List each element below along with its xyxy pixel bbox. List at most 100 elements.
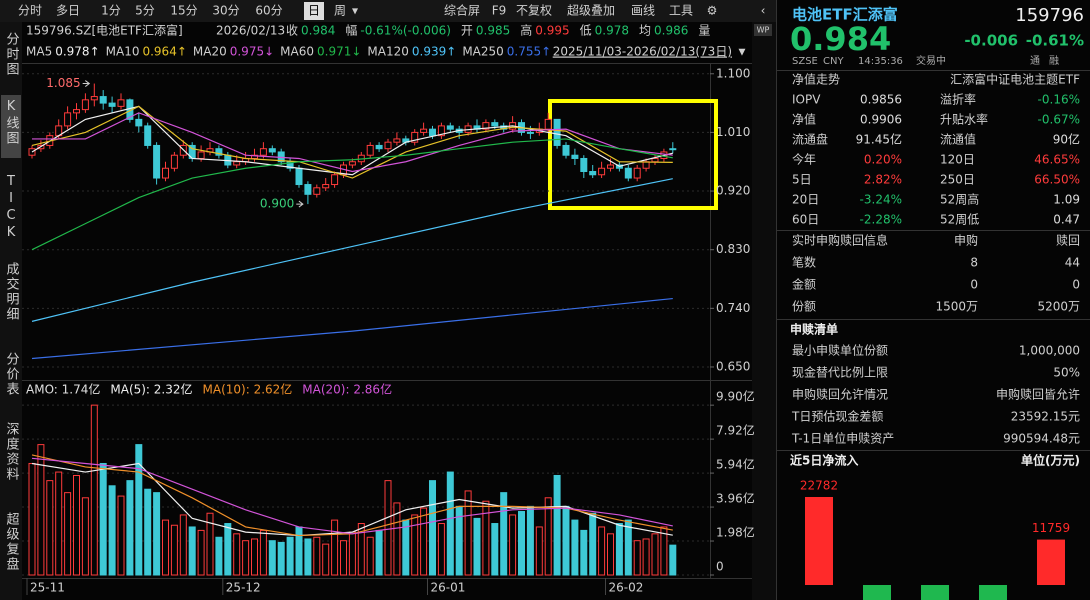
side-tab[interactable]: 分价表: [4, 352, 20, 397]
info-value: 0.986: [654, 24, 688, 38]
period-tab[interactable]: 15分: [170, 4, 197, 18]
ma-legend-value: 0.939: [412, 45, 446, 59]
candle-body: [375, 144, 383, 150]
last-price: 0.984: [790, 20, 891, 58]
period-tab[interactable]: 1分: [101, 4, 121, 18]
volume-bar: [224, 523, 232, 576]
dropdown-icon[interactable]: ▾: [352, 4, 358, 18]
candle-body: [598, 167, 606, 176]
period-tab[interactable]: 分时: [18, 4, 42, 18]
candle-body: [268, 148, 276, 153]
row-value: 0: [1072, 278, 1080, 292]
candle-body: [633, 167, 641, 179]
period-tab[interactable]: 60分: [255, 4, 282, 18]
volume-bar: [295, 526, 303, 576]
row-value: 990594.48元: [1003, 432, 1080, 446]
ma-legend-trend: ↓: [264, 45, 274, 59]
candle-body: [384, 141, 392, 150]
volume-bar: [304, 538, 312, 576]
period-tab[interactable]: 5分: [135, 4, 155, 18]
side-tab[interactable]: TICK: [4, 174, 19, 242]
volume-bar: [90, 404, 98, 576]
fund-full-name: 汇添富中证电池主题ETF: [950, 72, 1080, 87]
volume-bar: [117, 495, 125, 576]
collapse-icon[interactable]: ‹: [761, 4, 766, 18]
side-bar-bg: [0, 22, 22, 600]
volume-bar: [215, 536, 223, 576]
volume-bar: [277, 541, 285, 576]
quote-meta: 14:35:36: [858, 56, 903, 67]
row-value: 1500万: [935, 300, 978, 314]
side-tab[interactable]: 分时图: [4, 32, 20, 77]
row-value: 66.50%: [1034, 173, 1080, 187]
volume-ma-line: [31, 462, 673, 537]
row-label: T日预估现金差额: [791, 409, 883, 424]
wp-badge[interactable]: [754, 24, 772, 36]
volume-bar: [509, 514, 517, 576]
ma-line: [31, 178, 673, 322]
side-tab[interactable]: 超级复盘: [4, 512, 20, 572]
ma-legend-value: 0.964: [142, 45, 176, 59]
candle-body: [153, 144, 161, 179]
ma-legend-name: MA250: [462, 45, 503, 59]
flow-unit: 单位(万元): [1021, 453, 1080, 468]
volume-bar: [411, 514, 419, 576]
volume-bar: [55, 471, 63, 576]
candle-body: [429, 128, 436, 137]
row-value: 91.45亿: [856, 132, 902, 147]
tool-button[interactable]: 综合屏: [444, 3, 480, 18]
side-tab[interactable]: 成交明细: [4, 262, 20, 322]
flow-bar: [979, 585, 1007, 600]
tool-button[interactable]: 工具: [669, 4, 693, 18]
volume-bar: [553, 474, 561, 576]
flow-label: 11759: [1032, 521, 1070, 535]
row-label: 现金替代比例上限: [792, 365, 888, 380]
tool-button[interactable]: 不复权: [516, 4, 552, 18]
volume-bar: [473, 517, 481, 576]
volume-bar: [46, 480, 54, 576]
candle-body: [651, 157, 659, 163]
volume-legend: AMO: 1.74亿: [26, 382, 100, 397]
period-tab[interactable]: 日: [308, 4, 320, 18]
active-tab-bg: [1, 95, 21, 158]
column-head: 申购: [954, 233, 978, 248]
extreme-label: 0.900: [260, 197, 294, 211]
ma-legend-name: MA10: [106, 45, 140, 59]
candle-body: [331, 174, 339, 186]
flow-bar: [805, 497, 833, 585]
volume-bar: [366, 536, 374, 576]
tool-button[interactable]: 超级叠加: [567, 3, 615, 18]
volume-bar: [526, 505, 534, 576]
range-dropdown[interactable]: ▼: [739, 48, 746, 58]
volume-bar: [464, 490, 472, 576]
candle-body: [144, 125, 152, 146]
volume-bar: [598, 526, 606, 576]
y-tick-label: 0.830: [716, 242, 750, 256]
x-tick-label: 25-12: [226, 581, 261, 595]
volume-bar: [170, 524, 178, 576]
side-tab[interactable]: 深度资料: [4, 422, 20, 482]
column-head: 赎回: [1056, 234, 1080, 248]
wp-badge-text: WP: [757, 26, 770, 35]
side-tab[interactable]: K线图: [4, 99, 20, 146]
scroll-strip: [752, 22, 776, 600]
flow-title: 近5日净流入: [790, 453, 858, 468]
y-tick-label: 0: [716, 560, 724, 574]
row-label: 笔数: [792, 255, 816, 270]
ma-legend-trend: ↑: [90, 45, 100, 59]
row-value: 44: [1065, 256, 1080, 270]
tool-button[interactable]: F9: [492, 4, 507, 18]
volume-bar: [375, 529, 383, 576]
y-tick-label: 9.90亿: [716, 389, 755, 404]
toolbar-bg: [0, 0, 776, 22]
candle-body: [420, 128, 428, 133]
info-label: 开: [461, 24, 473, 38]
info-label: 收: [286, 24, 298, 38]
volume-bar: [179, 514, 187, 576]
row-value: 1,000,000: [1019, 344, 1080, 358]
tool-button[interactable]: 画线: [631, 4, 655, 18]
settings-icon[interactable]: ⚙: [707, 4, 718, 18]
period-tab[interactable]: 30分: [212, 4, 239, 18]
period-tab[interactable]: 多日: [56, 4, 80, 18]
period-tab[interactable]: 周: [334, 4, 346, 18]
